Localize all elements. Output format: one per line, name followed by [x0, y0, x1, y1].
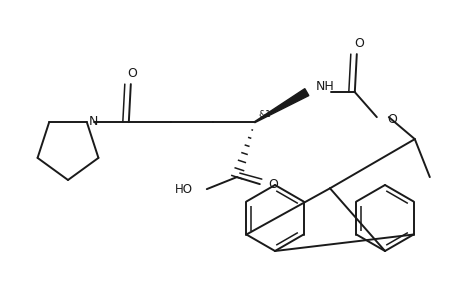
Text: O: O — [268, 178, 278, 190]
Text: NH: NH — [315, 80, 334, 93]
Text: O: O — [387, 113, 397, 126]
Polygon shape — [255, 89, 309, 122]
Text: HO: HO — [175, 183, 193, 196]
Text: &1: &1 — [258, 110, 271, 119]
Text: O: O — [127, 67, 137, 80]
Text: O: O — [354, 37, 364, 49]
Text: N: N — [89, 115, 98, 128]
